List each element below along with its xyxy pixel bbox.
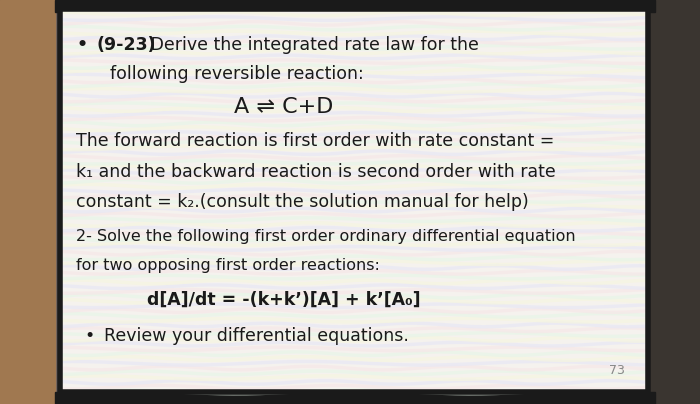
Text: constant = k₂.(consult the solution manual for help): constant = k₂.(consult the solution manu…: [76, 194, 529, 211]
Text: •: •: [76, 36, 88, 55]
Bar: [55, 0, 655, 12]
Bar: [0, 0, 55, 404]
Text: (9-23): (9-23): [97, 36, 156, 55]
Text: following reversible reaction:: following reversible reaction:: [110, 65, 364, 83]
Text: •: •: [85, 328, 95, 345]
Text: Derive the integrated rate law for the: Derive the integrated rate law for the: [145, 36, 479, 55]
Text: 2- Solve the following first order ordinary differential equation: 2- Solve the following first order ordin…: [76, 229, 576, 244]
Text: for two opposing first order reactions:: for two opposing first order reactions:: [76, 258, 380, 273]
Text: d[A]/dt = -(k+k’)[A] + k’[A₀]: d[A]/dt = -(k+k’)[A] + k’[A₀]: [146, 291, 420, 309]
Bar: [650, 0, 700, 404]
Bar: [60, 9, 648, 392]
Text: A ⇌ C+D: A ⇌ C+D: [234, 97, 333, 117]
Text: k₁ and the backward reaction is second order with rate: k₁ and the backward reaction is second o…: [76, 163, 556, 181]
Bar: [55, 392, 655, 404]
Text: The forward reaction is first order with rate constant =: The forward reaction is first order with…: [76, 132, 555, 150]
Bar: [60, 9, 648, 392]
Text: 73: 73: [608, 364, 624, 377]
Text: Review your differential equations.: Review your differential equations.: [104, 328, 409, 345]
